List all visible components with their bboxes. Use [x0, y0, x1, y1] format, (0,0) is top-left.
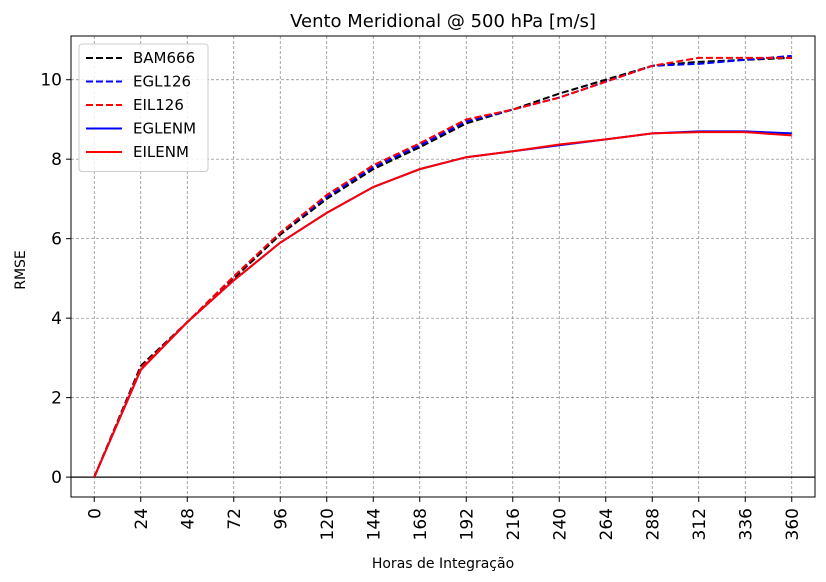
x-tick-label: 360	[783, 508, 803, 540]
x-ticks: 0 24 48 72 96 120 144 168 192 216 240 264 288 312 336 3…	[85, 497, 803, 540]
x-tick-label: 120	[318, 508, 338, 540]
legend-label: EILENM	[133, 143, 189, 161]
plot-frame	[70, 35, 816, 498]
legend: BAM666 EGL126 EIL126 EGLENM EILENM	[78, 43, 209, 172]
x-tick-label: 144	[364, 508, 384, 540]
y-axis-label: RMSE	[13, 250, 29, 290]
y-ticks: 0 2 4 6 8 10	[40, 71, 71, 488]
y-tick-label: 2	[51, 389, 62, 409]
series-group	[93, 54, 792, 478]
x-tick-label: 48	[178, 508, 198, 530]
x-tick-label: 312	[690, 508, 710, 540]
legend-box	[78, 43, 209, 172]
x-tick-label: 72	[225, 508, 245, 530]
y-tick-label: 8	[51, 150, 62, 170]
legend-label: EGL126	[133, 73, 191, 91]
x-tick-label: 336	[736, 508, 756, 540]
x-tick-label: 288	[643, 508, 663, 540]
chart-title: Vento Meridional @ 500 hPa [m/s]	[290, 11, 596, 32]
x-tick-label: 216	[504, 508, 524, 540]
x-tick-label: 0	[85, 508, 105, 519]
x-tick-label: 96	[271, 508, 291, 530]
x-tick-label: 240	[550, 508, 570, 540]
series-line-eglenm	[93, 130, 792, 478]
legend-label: EGLENM	[133, 120, 196, 138]
legend-label: BAM666	[133, 49, 195, 67]
y-tick-label: 4	[51, 309, 62, 329]
series-line-eil126	[93, 56, 792, 478]
x-tick-label: 192	[457, 508, 477, 540]
y-tick-label: 0	[51, 468, 62, 488]
y-tick-label: 6	[51, 230, 62, 250]
legend-label: EIL126	[133, 96, 184, 114]
series-line-eilenm	[93, 131, 792, 478]
x-axis-label: Horas de Integração	[372, 556, 514, 572]
y-tick-label: 10	[40, 71, 62, 91]
x-tick-label: 168	[411, 508, 431, 540]
x-tick-label: 24	[132, 508, 152, 530]
x-tick-label: 264	[597, 508, 617, 540]
